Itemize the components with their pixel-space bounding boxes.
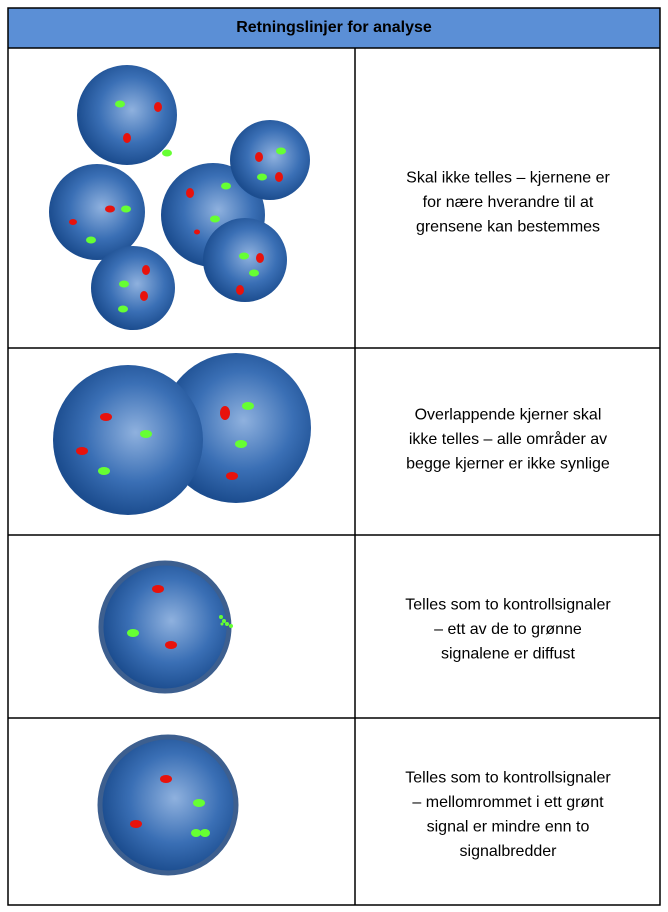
cell-text: Telles som to kontrollsignaler [405, 597, 611, 614]
cell-text: for nære hverandre til at [423, 194, 594, 211]
cell-text: signalbredder [460, 843, 558, 860]
cell-text: signal er mindre enn to [427, 818, 590, 835]
illustration-1 [49, 65, 310, 330]
cell-text: Skal ikke telles – kjernene er [406, 170, 610, 187]
illustration-3 [98, 560, 233, 694]
cell-text: – ett av de to grønne [434, 621, 582, 638]
cell-text: Overlappende kjerner skal [415, 407, 602, 424]
cell-text: – mellomrommet i ett grønt [412, 794, 604, 811]
illustration-2 [53, 353, 311, 515]
cell-texts: Skal ikke telles – kjernene er for nære h… [405, 170, 611, 860]
cell-text: grensene kan bestemmes [416, 219, 600, 236]
cell-text: begge kjerner er ikke synlige [406, 456, 610, 473]
header-bg [8, 8, 660, 48]
illustration-4 [97, 734, 239, 876]
table-grid [7, 7, 661, 906]
cell-text: ikke telles – alle områder av [409, 430, 607, 448]
cell-text: Telles som to kontrollsignaler [405, 769, 611, 786]
cell-text: signalene er diffust [441, 646, 576, 663]
header-title: Retningslinjer for analyse [236, 19, 432, 36]
